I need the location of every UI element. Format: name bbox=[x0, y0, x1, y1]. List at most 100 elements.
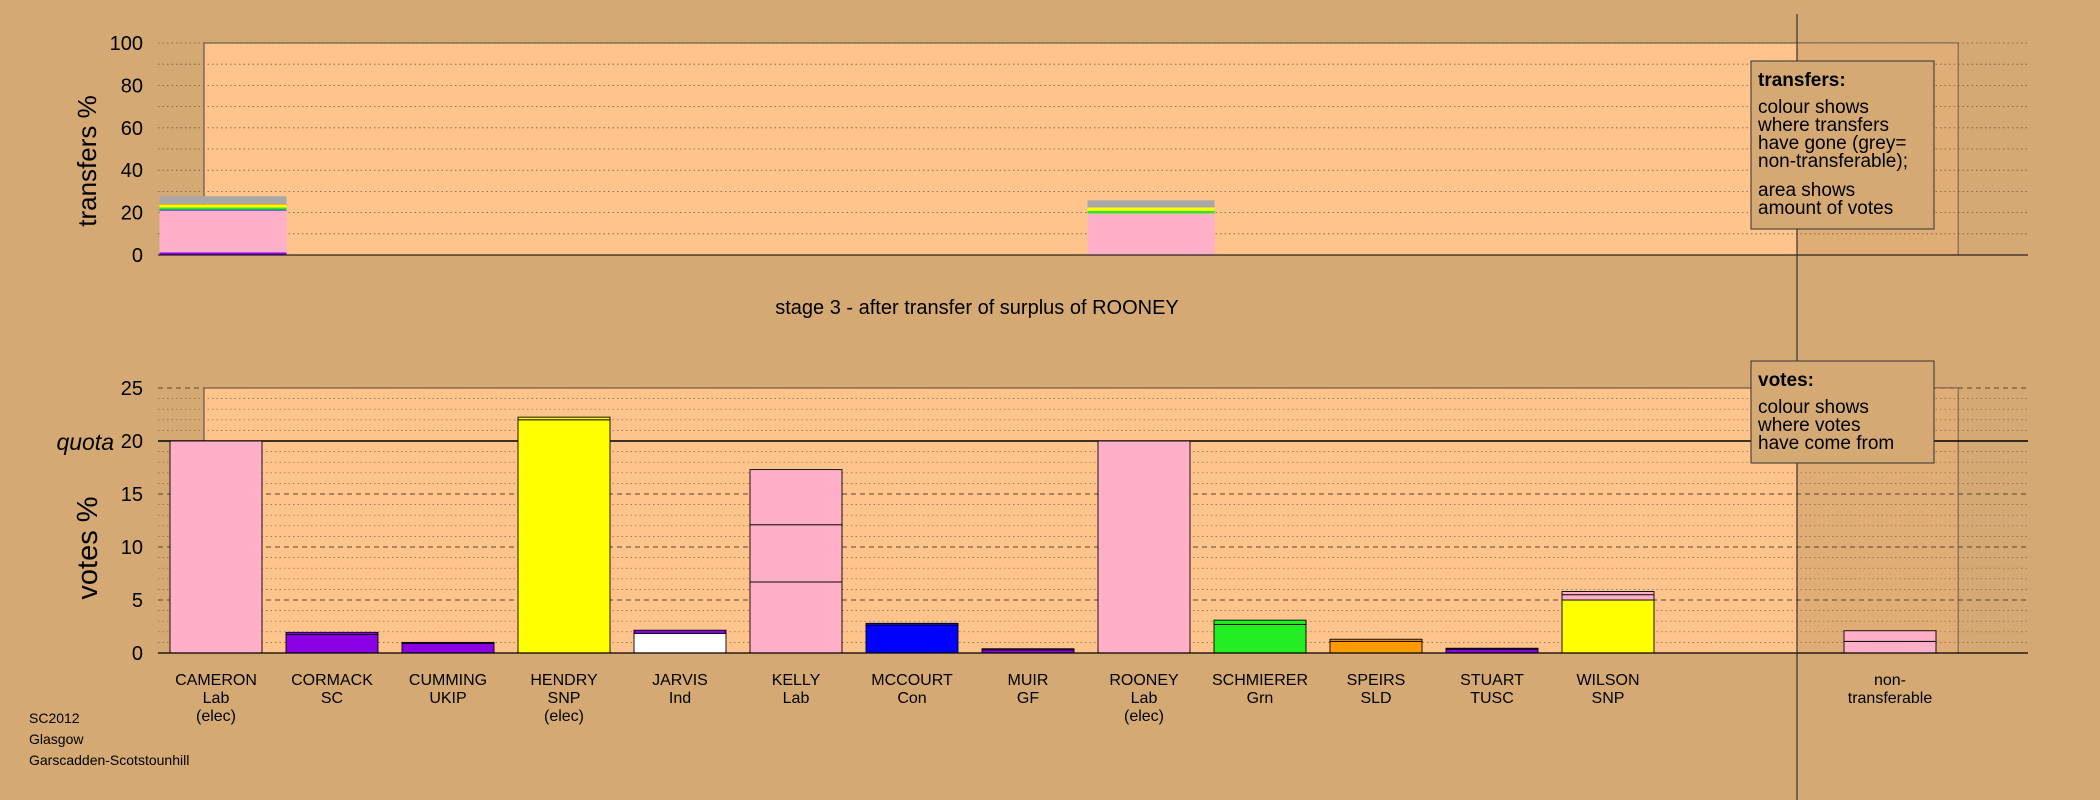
vote-segment bbox=[865, 624, 959, 654]
transfer-segment bbox=[1087, 207, 1215, 211]
candidate-bar bbox=[749, 469, 843, 654]
transfer-segment bbox=[1087, 200, 1215, 208]
candidate-bar bbox=[1213, 619, 1307, 654]
vote-segment bbox=[1213, 623, 1307, 654]
category-label: CAMERON bbox=[175, 672, 257, 689]
category-label: SNP bbox=[1592, 690, 1625, 707]
category-label: MCCOURT bbox=[871, 672, 953, 689]
transfer-segment bbox=[159, 207, 287, 210]
y-tick-label: 0 bbox=[132, 245, 143, 267]
y-tick-label: 15 bbox=[121, 484, 143, 506]
vote-segment bbox=[749, 469, 843, 526]
votes-legend-title: votes: bbox=[1758, 370, 1814, 391]
category-label: transferable bbox=[1848, 690, 1933, 707]
transfer-segment bbox=[1087, 213, 1215, 255]
votes-y-ticks: 0 5 10 15 25 20 bbox=[121, 378, 143, 665]
category-label: non- bbox=[1874, 672, 1906, 689]
candidate-bar bbox=[865, 622, 959, 654]
vote-segment bbox=[1561, 599, 1655, 654]
y-tick-label: 20 bbox=[121, 203, 143, 225]
vote-segment bbox=[285, 631, 379, 635]
category-label: (elec) bbox=[1124, 708, 1164, 725]
category-label: SNP bbox=[548, 690, 581, 707]
y-tick-label: 20 bbox=[121, 431, 143, 453]
votes-legend-line: have come from bbox=[1758, 433, 1894, 454]
category-label: (elec) bbox=[544, 708, 584, 725]
y-tick-label: 40 bbox=[121, 160, 143, 182]
y-tick-label: 10 bbox=[121, 537, 143, 559]
vote-segment bbox=[633, 629, 727, 634]
footer-line: SC2012 bbox=[29, 710, 80, 726]
category-label: (elec) bbox=[196, 708, 236, 725]
y-tick-label: 25 bbox=[121, 378, 143, 400]
transfers-legend-line: have gone (grey= bbox=[1758, 133, 1906, 154]
vote-segment bbox=[401, 643, 495, 654]
category-label: SC bbox=[321, 690, 343, 707]
category-label: CUMMING bbox=[409, 672, 487, 689]
footer-line: Glasgow bbox=[29, 731, 84, 747]
transfers-legend-line: non-transferable); bbox=[1758, 151, 1908, 172]
vote-segment bbox=[285, 634, 379, 654]
transfers-legend: transfers: colour shows where transfers … bbox=[1750, 60, 1935, 230]
footer: SC2012 Glasgow Garscadden-Scotstounhill bbox=[29, 710, 189, 768]
y-tick-label: 60 bbox=[121, 118, 143, 140]
candidate-bar bbox=[1097, 440, 1191, 654]
candidate-bar bbox=[1561, 591, 1655, 654]
candidate-bar bbox=[981, 648, 1075, 654]
transfer-segment bbox=[159, 204, 287, 208]
transfers-y-ticks: 0 20 40 60 80 100 bbox=[110, 33, 143, 267]
transfer-segment bbox=[159, 203, 287, 205]
category-label: JARVIS bbox=[652, 672, 708, 689]
vote-segment bbox=[517, 419, 611, 654]
category-label: SLD bbox=[1360, 690, 1391, 707]
vote-segment bbox=[981, 648, 1075, 651]
votes-bars bbox=[169, 416, 1937, 654]
y-tick-label: 100 bbox=[110, 33, 143, 55]
candidate-bar bbox=[517, 416, 611, 654]
chart-title: stage 3 - after transfer of surplus of R… bbox=[775, 297, 1179, 319]
y-tick-label: 0 bbox=[132, 643, 143, 665]
category-label: Lab bbox=[1131, 690, 1158, 707]
vote-segment bbox=[1329, 640, 1423, 654]
vote-segment bbox=[1097, 440, 1191, 654]
category-label: STUART bbox=[1460, 672, 1524, 689]
y-tick-label: 5 bbox=[132, 590, 143, 612]
category-label: Ind bbox=[669, 690, 691, 707]
category-label: CORMACK bbox=[291, 672, 373, 689]
vote-segment bbox=[1561, 594, 1655, 601]
votes-grid bbox=[158, 387, 2028, 643]
vote-segment bbox=[1329, 638, 1423, 642]
votes-legend-box bbox=[1750, 360, 1935, 464]
category-label: UKIP bbox=[429, 690, 466, 707]
category-label: Lab bbox=[783, 690, 810, 707]
category-label: KELLY bbox=[772, 672, 821, 689]
candidate-bar bbox=[401, 641, 495, 654]
candidate-bar bbox=[1843, 630, 1937, 654]
vote-segment bbox=[1213, 619, 1307, 625]
transfers-legend-box bbox=[1750, 60, 1935, 230]
category-label: HENDRY bbox=[530, 672, 598, 689]
transfer-segment bbox=[1087, 210, 1215, 214]
vote-segment bbox=[1843, 640, 1937, 654]
transfer-segment bbox=[159, 252, 287, 255]
category-label: GF bbox=[1017, 690, 1039, 707]
transfers-legend-line: amount of votes bbox=[1758, 198, 1893, 219]
y-tick-label: 80 bbox=[121, 75, 143, 97]
vote-segment bbox=[749, 581, 843, 654]
transfers-legend-line: where transfers bbox=[1757, 115, 1889, 136]
category-label: WILSON bbox=[1576, 672, 1639, 689]
transfers-legend-title: transfers: bbox=[1758, 70, 1846, 91]
candidate-labels: CAMERONLab(elec)CORMACKSCCUMMINGUKIPHEND… bbox=[175, 672, 1932, 725]
candidate-bar bbox=[633, 629, 727, 654]
vote-segment bbox=[749, 524, 843, 583]
vote-segment bbox=[1561, 591, 1655, 596]
votes-legend: votes: colour shows where votes have com… bbox=[1750, 360, 1935, 464]
category-label: ROONEY bbox=[1109, 672, 1179, 689]
footer-line: Garscadden-Scotstounhill bbox=[29, 752, 189, 768]
vote-segment bbox=[401, 641, 495, 644]
votes-y-axis-label: votes % bbox=[72, 496, 104, 599]
transfer-segment bbox=[159, 209, 287, 211]
category-label: Lab bbox=[203, 690, 230, 707]
